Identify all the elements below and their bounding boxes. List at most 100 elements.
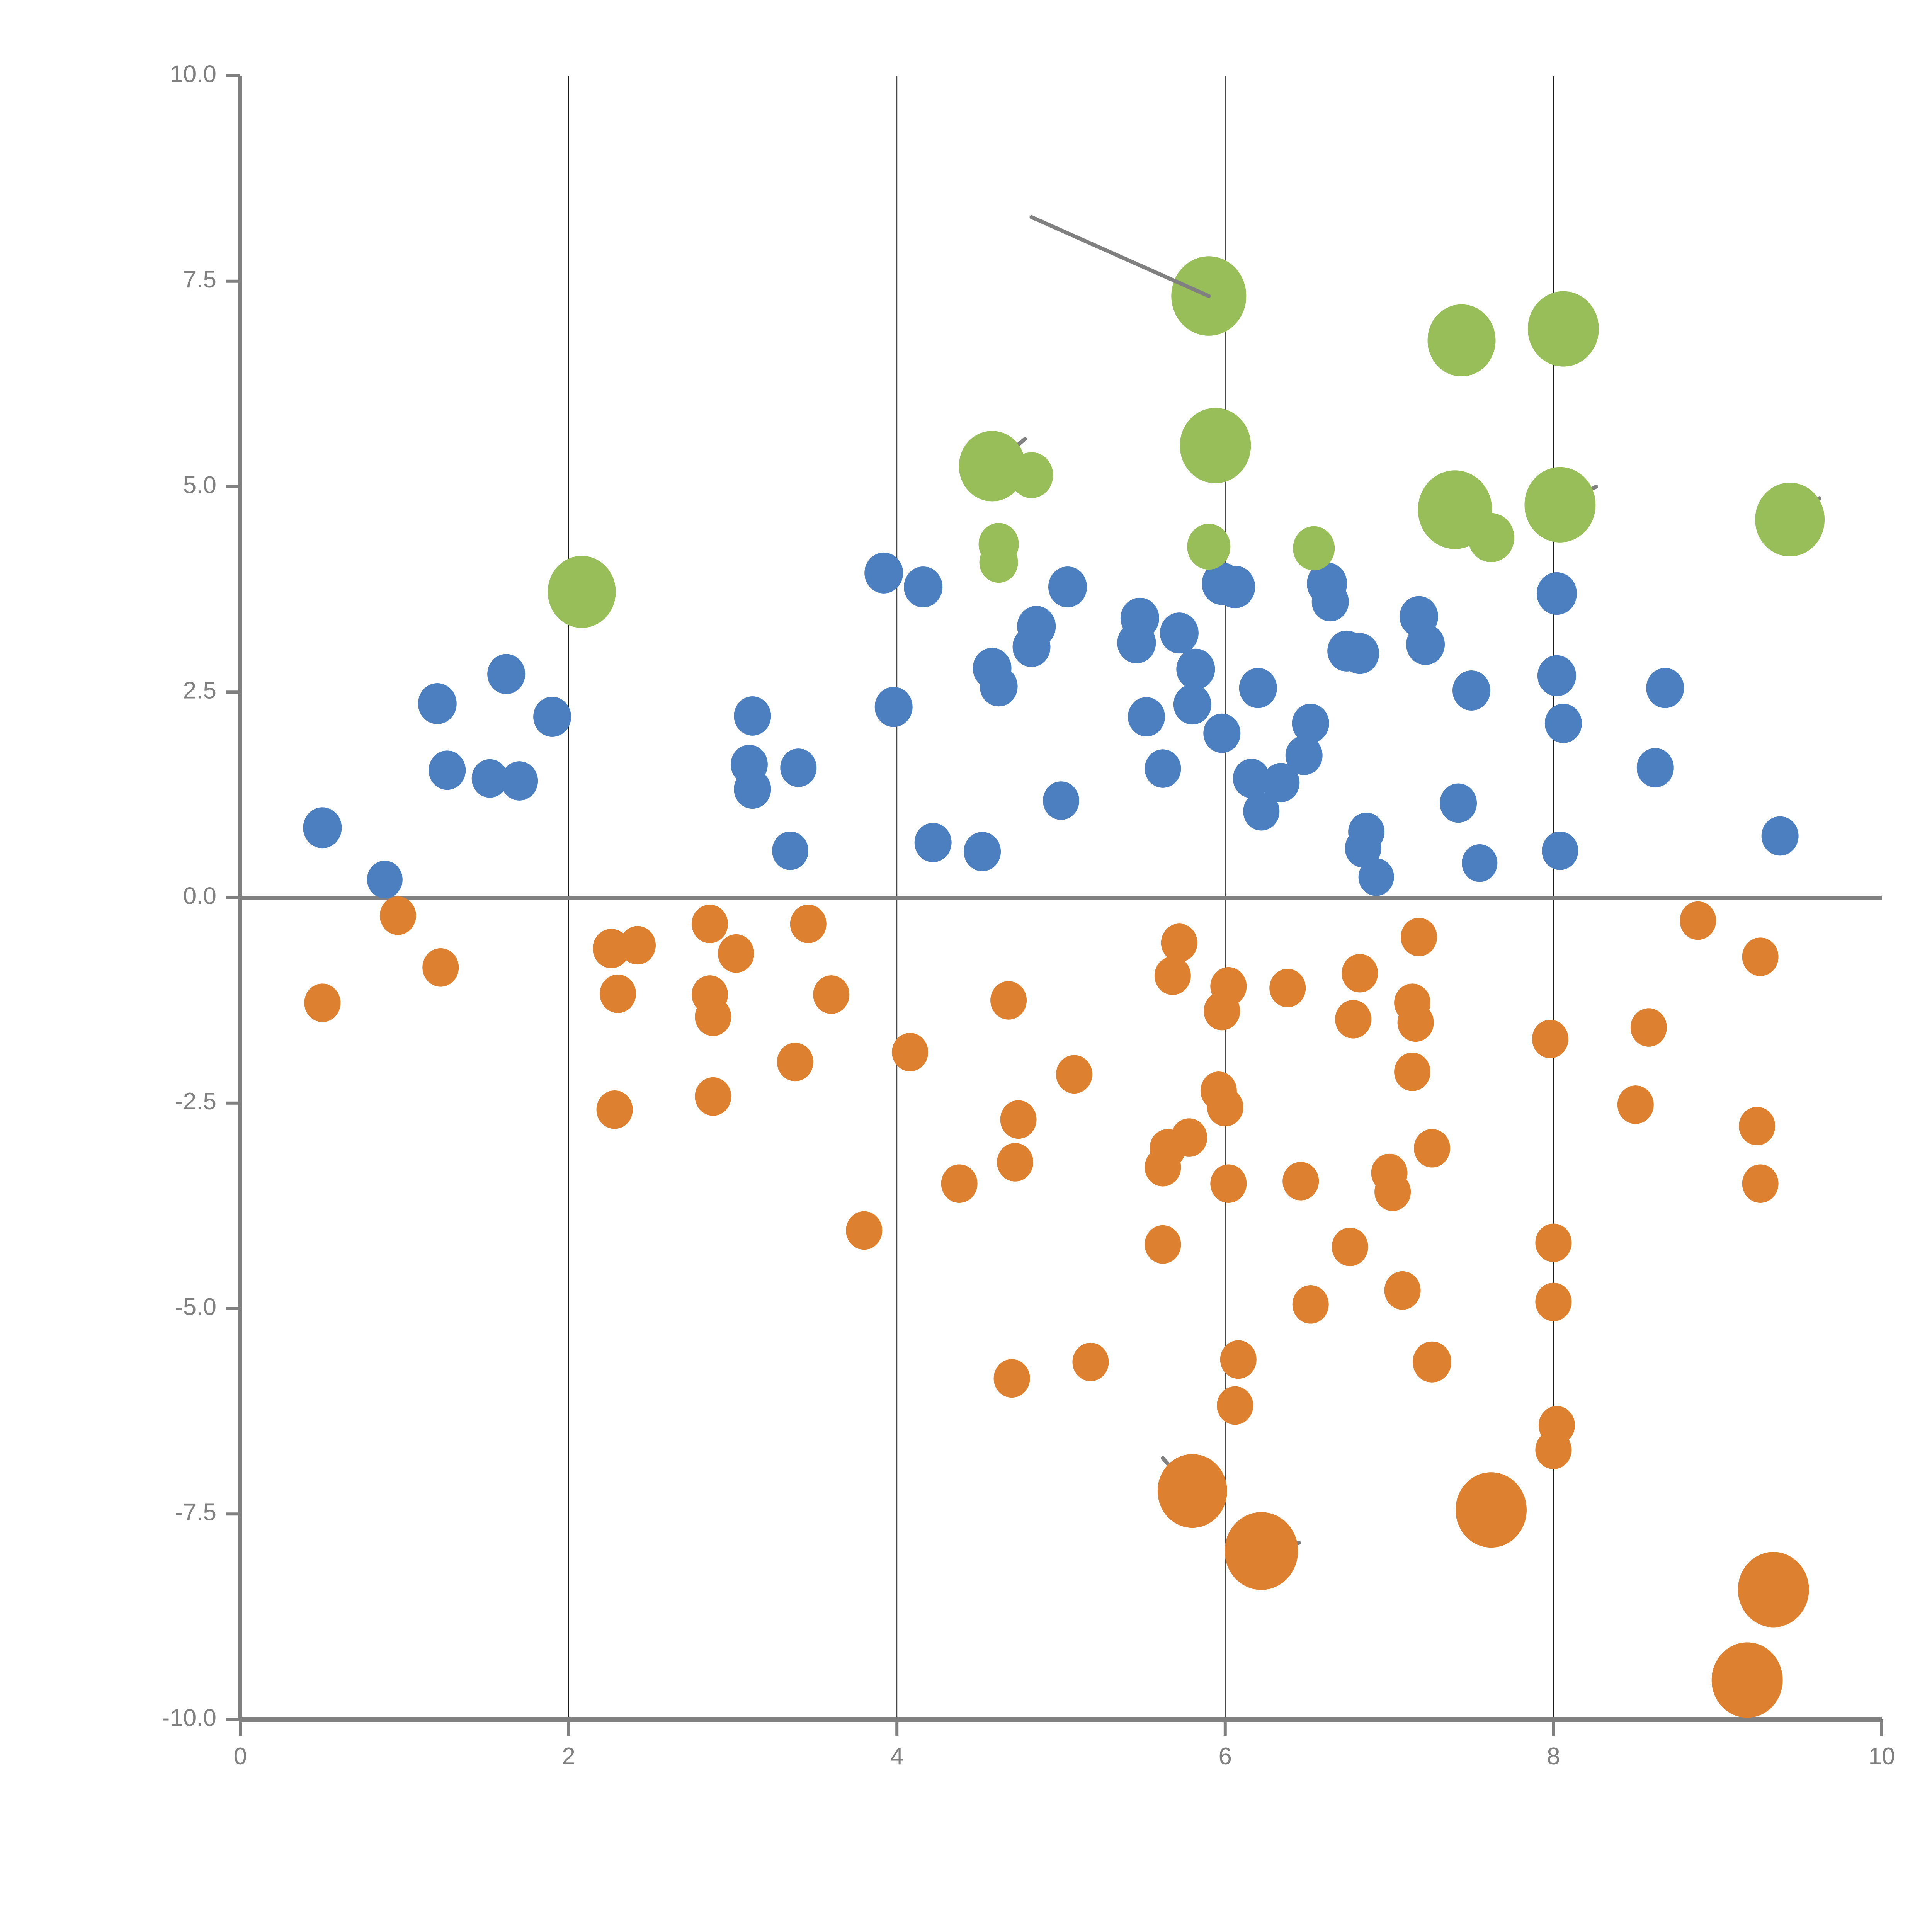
data-point [959,431,1026,502]
data-point [304,983,341,1022]
data-point [1243,792,1280,831]
data-point [1010,452,1053,498]
data-point [1171,1118,1208,1157]
data-point [1401,918,1437,956]
data-point [864,552,903,594]
data-point [1128,697,1165,736]
data-point [1413,1341,1452,1383]
data-point [1527,291,1599,367]
data-point [1397,1003,1434,1042]
data-point [1000,1100,1037,1139]
data-point [892,1033,929,1071]
data-point [501,761,538,801]
y-tick-label: 7.5 [183,266,216,293]
data-point [1342,954,1378,993]
x-tick-label: 10 [1869,1743,1895,1770]
data-point [1440,783,1477,823]
data-point [1285,736,1323,775]
y-tick-label: 10.0 [170,61,216,87]
data-point [734,769,771,809]
data-point [790,905,827,943]
data-point [1755,483,1825,556]
data-point [1414,1129,1451,1168]
data-point [1636,748,1674,787]
data-point [1220,1340,1257,1379]
data-point [1542,831,1578,870]
data-point [997,1143,1034,1182]
data-point [1711,1642,1783,1718]
data-point [980,666,1018,707]
data-point [1617,1085,1654,1124]
data-point [993,1359,1030,1398]
x-tick-label: 6 [1219,1743,1232,1770]
data-point [1293,526,1335,571]
data-point [813,975,850,1014]
data-point [1738,1552,1809,1628]
x-axis-tick-labels: 0 2 4 6 8 10 [234,1743,1895,1770]
data-point [1154,956,1191,995]
data-point [695,1077,731,1116]
data-point [1157,1454,1227,1528]
data-point [1630,1008,1667,1047]
data-point [1536,572,1577,615]
data-point [548,556,616,628]
data-point [1269,969,1306,1007]
y-tick-label: -10.0 [162,1704,216,1731]
data-point [979,542,1018,583]
data-point [1215,565,1255,609]
data-point [487,654,526,694]
data-point [1204,992,1240,1031]
data-point [990,981,1027,1020]
data-point [1374,1172,1411,1211]
data-point [734,696,771,736]
data-point [429,750,466,790]
data-point [1292,1285,1329,1324]
data-point [1358,858,1394,896]
data-point [379,896,416,935]
data-point [418,683,457,724]
data-point [1262,763,1300,803]
data-point [1043,781,1079,820]
data-point [1072,1342,1109,1381]
tick-marks [226,74,1883,1736]
annotation-leader-lines-over [1029,215,1211,298]
x-tick-label: 0 [234,1743,247,1770]
series-orange-series [304,896,1809,1718]
data-point [619,926,656,965]
data-point [1056,1055,1092,1094]
data-point [1203,713,1241,753]
data-point [1173,684,1211,725]
data-point [1537,655,1576,696]
data-point [1207,1088,1243,1127]
data-point [600,975,636,1013]
data-point [1311,582,1349,622]
data-point [1048,566,1087,607]
data-point [772,831,809,870]
y-axis-tick-labels: -10.0 -7.5 -5.0 -2.5 0.0 2.5 5.0 7.5 10.0 [162,61,216,1731]
series-green-series [548,256,1825,628]
data-point [1761,816,1799,856]
data-point [1345,829,1381,868]
data-point [1742,937,1779,976]
data-point [1233,759,1270,798]
x-tick-label: 2 [562,1743,575,1770]
data-point [1739,1107,1776,1146]
y-tick-label: 5.0 [183,472,216,498]
data-point [964,832,1001,871]
data-point [1332,1228,1368,1266]
data-point [1646,668,1684,708]
data-point [777,1043,813,1082]
x-tick-label: 4 [890,1743,903,1770]
data-point [1394,1053,1431,1091]
data-point [1012,627,1051,667]
data-point [1161,923,1197,962]
y-tick-label: -5.0 [175,1294,216,1320]
data-point [1145,749,1181,788]
data-point [1180,408,1251,483]
data-point [1384,1271,1421,1310]
data-point [1340,633,1379,674]
data-point [1117,622,1156,663]
data-point [1452,670,1490,711]
